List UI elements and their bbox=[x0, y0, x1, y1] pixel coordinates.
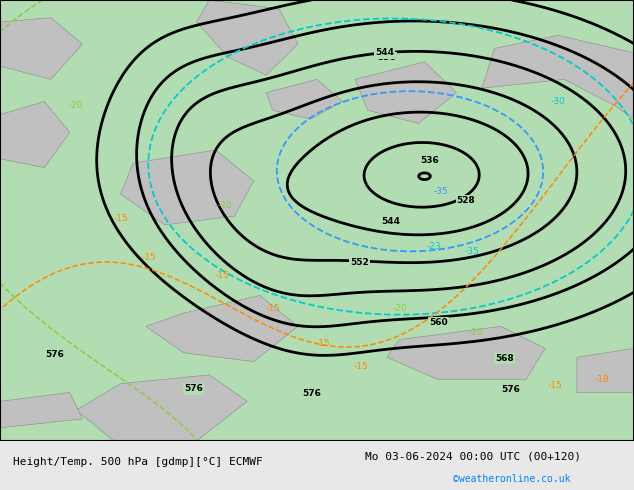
Point bbox=[0, 437, 5, 445]
Text: -20: -20 bbox=[468, 328, 483, 338]
Polygon shape bbox=[0, 18, 82, 79]
Text: 576: 576 bbox=[302, 390, 321, 398]
Text: -15: -15 bbox=[113, 214, 128, 223]
Text: -18: -18 bbox=[595, 375, 610, 384]
Text: 552: 552 bbox=[350, 258, 369, 267]
Text: 568: 568 bbox=[495, 354, 514, 363]
Text: -15: -15 bbox=[316, 340, 331, 348]
Text: -20: -20 bbox=[68, 101, 84, 110]
Text: -23: -23 bbox=[427, 243, 442, 251]
Polygon shape bbox=[197, 0, 298, 75]
Text: -15: -15 bbox=[214, 271, 230, 280]
Text: 528: 528 bbox=[456, 196, 476, 205]
Text: 544: 544 bbox=[381, 218, 400, 226]
Text: -30: -30 bbox=[550, 97, 566, 106]
Text: -15: -15 bbox=[265, 304, 280, 313]
Text: -15: -15 bbox=[547, 381, 562, 391]
Text: -20: -20 bbox=[217, 200, 233, 210]
Polygon shape bbox=[120, 150, 254, 225]
Polygon shape bbox=[387, 326, 545, 379]
Text: -35: -35 bbox=[465, 247, 480, 256]
Text: 536: 536 bbox=[420, 156, 439, 166]
Polygon shape bbox=[0, 392, 82, 428]
Point bbox=[0, 437, 5, 445]
Point bbox=[0, 437, 5, 445]
Text: 544: 544 bbox=[375, 49, 394, 57]
Text: 536: 536 bbox=[377, 53, 396, 62]
Polygon shape bbox=[76, 375, 247, 441]
Text: 576: 576 bbox=[184, 385, 203, 393]
Polygon shape bbox=[0, 101, 70, 168]
Polygon shape bbox=[577, 348, 634, 392]
Polygon shape bbox=[146, 295, 298, 362]
Text: -15: -15 bbox=[141, 253, 157, 263]
Polygon shape bbox=[355, 62, 456, 123]
Text: Height/Temp. 500 hPa [gdmp][°C] ECMWF: Height/Temp. 500 hPa [gdmp][°C] ECMWF bbox=[13, 457, 262, 466]
Text: 576: 576 bbox=[501, 385, 520, 394]
Text: 560: 560 bbox=[429, 318, 448, 327]
Text: -20: -20 bbox=[392, 304, 407, 313]
Point bbox=[0, 437, 5, 445]
Polygon shape bbox=[482, 35, 634, 119]
Polygon shape bbox=[266, 79, 342, 119]
Text: Mo 03-06-2024 00:00 UTC (00+120): Mo 03-06-2024 00:00 UTC (00+120) bbox=[365, 452, 581, 462]
Text: -35: -35 bbox=[433, 187, 448, 196]
Text: ©weatheronline.co.uk: ©weatheronline.co.uk bbox=[453, 474, 571, 484]
Text: 576: 576 bbox=[46, 350, 65, 359]
Text: -15: -15 bbox=[354, 362, 369, 370]
